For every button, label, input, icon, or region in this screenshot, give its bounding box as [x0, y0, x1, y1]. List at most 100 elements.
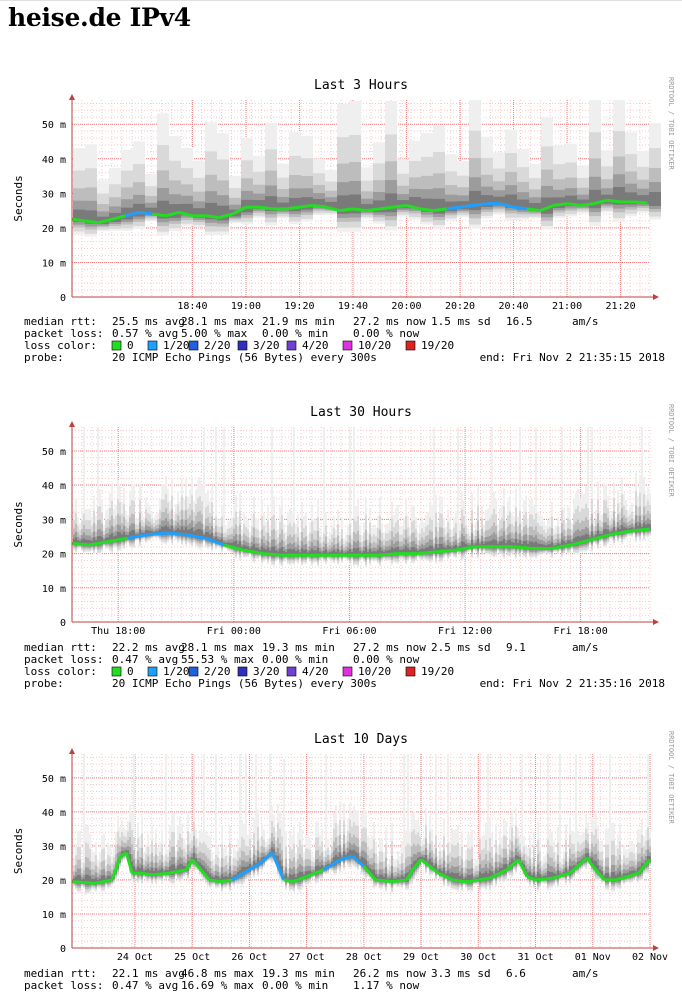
smoke-band: [233, 541, 235, 549]
loss-color-item: 0: [127, 339, 134, 352]
median-rtt-stat: 27.2 ms now: [353, 315, 426, 328]
smoke-band: [323, 427, 325, 562]
median-rtt-segment: [609, 529, 630, 537]
smoke-band: [297, 873, 299, 883]
median-rtt-segment: [633, 200, 648, 205]
median-rtt-segment: [152, 212, 166, 218]
smoke-band: [515, 538, 517, 550]
smoke-band: [267, 547, 269, 556]
smoke-band: [607, 529, 609, 537]
smoke-band: [593, 860, 595, 869]
smoke-band: [229, 872, 231, 883]
y-axis-arrow: [69, 421, 75, 427]
smoke-band: [339, 852, 341, 863]
smoke-band: [193, 754, 195, 872]
smoke-band: [301, 872, 303, 881]
median-rtt-segment: [499, 202, 514, 209]
smoke-band: [597, 530, 599, 541]
smoke-band: [97, 427, 99, 555]
smoke-band: [129, 531, 131, 540]
smoke-band: [619, 871, 621, 881]
smoke-band: [391, 546, 393, 557]
smoke-band: [547, 870, 549, 881]
y-axis-arrow: [69, 94, 75, 100]
median-rtt-stat: 22.2 ms avg: [112, 641, 185, 654]
smoke-band: [389, 549, 391, 556]
smoke-band: [283, 550, 285, 557]
smoke-band: [409, 197, 421, 209]
smoke-band: [117, 531, 119, 543]
packet-loss-stat: 55.53 % max: [181, 653, 254, 666]
smoke-band: [289, 548, 291, 558]
loss-color-item: 3/20: [253, 665, 280, 678]
smoke-band: [325, 201, 337, 209]
smoke-band: [591, 427, 593, 552]
smoke-band: [209, 873, 211, 882]
smoke-band: [481, 195, 493, 207]
median-rtt-stat: 27.2 ms now: [353, 641, 426, 654]
median-rtt-segment: [615, 875, 628, 882]
y-tick-label: 0: [60, 618, 66, 629]
median-rtt-stat: median rtt:: [24, 967, 97, 980]
x-tick-label: 20:00: [391, 301, 421, 312]
median-rtt-stat: 3.3 ms sd: [431, 967, 491, 980]
end-timestamp: end: Fri Nov 2 21:35:16 2018: [480, 677, 665, 690]
smoke-band: [603, 529, 605, 539]
smoke-band: [101, 875, 103, 884]
smoke-band: [477, 538, 479, 549]
smoke-band: [471, 874, 473, 884]
median-rtt-stat: 22.1 ms avg: [112, 967, 185, 980]
median-rtt-stat: 1.5 ms sd: [431, 315, 491, 328]
x-tick-label: 28 Oct: [346, 952, 382, 963]
smoke-band: [257, 857, 259, 868]
smoke-band: [161, 867, 163, 876]
median-rtt-segment: [85, 219, 99, 225]
loss-color-swatch: [342, 666, 353, 677]
smoke-band: [517, 542, 519, 549]
smoke-band: [605, 528, 607, 538]
median-rtt-segment: [568, 861, 583, 875]
packet-loss-stat: 16.69 % max: [181, 979, 254, 992]
median-rtt-segment: [362, 865, 377, 881]
smoke-band: [203, 427, 205, 542]
median-rtt-segment: [580, 202, 594, 207]
median-rtt-stat: 19.3 ms min: [262, 967, 335, 980]
loss-color-swatch: [111, 340, 122, 351]
smoke-band: [215, 536, 217, 544]
x-tick-label: 19:20: [284, 301, 314, 312]
median-rtt-segment: [220, 878, 233, 884]
smoke-band: [347, 852, 349, 860]
smoke-band: [485, 871, 487, 882]
end-timestamp: end: Fri Nov 2 21:35:15 2018: [480, 351, 665, 364]
smoke-band: [349, 849, 351, 860]
smoke-band: [221, 538, 223, 546]
smoke-band: [487, 541, 489, 549]
median-rtt-segment: [366, 207, 380, 213]
median-rtt-segment: [111, 214, 126, 221]
median-rtt-segment: [419, 207, 434, 213]
smoke-band: [523, 864, 525, 870]
median-rtt-segment: [108, 536, 129, 544]
smoke-band: [335, 855, 337, 866]
smoke-band: [639, 522, 641, 533]
smoke-band: [575, 536, 577, 546]
smoke-band: [133, 865, 135, 876]
y-tick-label: 10 m: [42, 258, 66, 269]
smoke-band: [353, 547, 355, 558]
smoke-band: [621, 525, 623, 535]
smoke-band: [253, 200, 265, 210]
median-rtt-segment: [406, 203, 421, 211]
rrdtool-watermark: RRDTOOL / TOBI OETIKER: [667, 404, 675, 498]
smoke-band: [557, 870, 559, 879]
smoke-band: [453, 873, 455, 882]
smoke-band: [341, 550, 343, 557]
x-tick-label: 18:40: [177, 301, 207, 312]
median-rtt-segment: [591, 865, 606, 881]
smoke-band: [641, 427, 643, 535]
y-tick-label: 0: [60, 944, 66, 955]
smoke-band: [179, 529, 181, 536]
smoke-band: [525, 540, 527, 550]
smoke-band: [73, 538, 75, 545]
smoke-band: [111, 533, 113, 544]
x-tick-label: 31 Oct: [517, 952, 553, 963]
